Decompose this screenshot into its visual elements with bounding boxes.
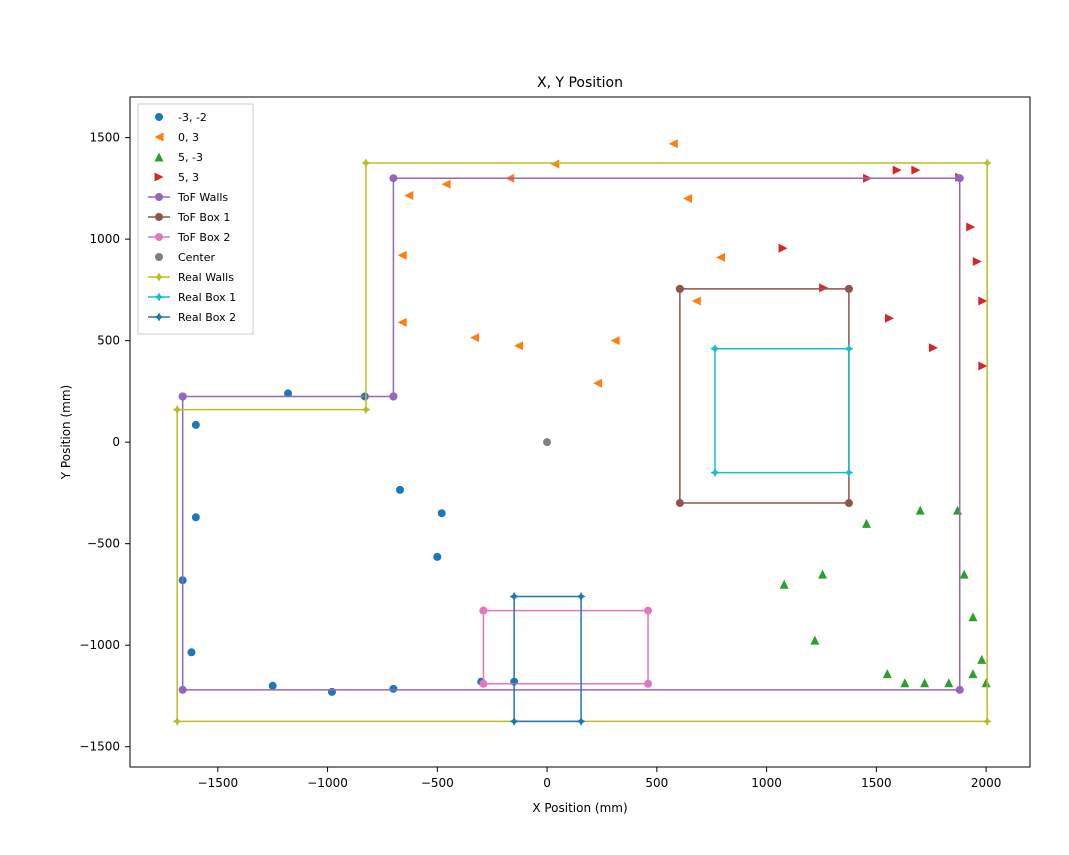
x-tick-label: 1000 [751, 776, 782, 790]
legend-label: 0, 3 [178, 131, 199, 144]
y-tick-label: −1500 [79, 740, 120, 754]
data-point [956, 686, 964, 694]
data-point [396, 486, 404, 494]
data-point [644, 680, 652, 688]
data-point [389, 174, 397, 182]
data-point [187, 648, 195, 656]
data-point [389, 685, 397, 693]
x-tick-label: −1000 [307, 776, 348, 790]
data-point [676, 499, 684, 507]
y-tick-label: −500 [87, 537, 120, 551]
xy-position-chart: −1500 −1000 −500 0 500 1000 1500 2000 −1500 −1000… [0, 0, 1069, 855]
data-point [192, 421, 200, 429]
data-point [845, 285, 853, 293]
legend-label: -3, -2 [178, 111, 207, 124]
data-point [192, 513, 200, 521]
x-tick-label: −1500 [198, 776, 239, 790]
y-tick-label: 1000 [89, 232, 120, 246]
data-point [644, 607, 652, 615]
data-point [479, 607, 487, 615]
y-axis-label: Y Position (mm) [59, 385, 73, 480]
x-axis-label: X Position (mm) [532, 801, 627, 815]
data-point [438, 509, 446, 517]
data-point [155, 253, 163, 261]
x-tick-label: 500 [645, 776, 668, 790]
y-tick-label: −1000 [79, 638, 120, 652]
legend-label: 5, -3 [178, 151, 203, 164]
legend-label: ToF Walls [177, 191, 228, 204]
series-7 [543, 438, 551, 446]
data-point [155, 193, 163, 201]
y-tick-label: 1500 [89, 131, 120, 145]
legend-label: Center [178, 251, 216, 264]
data-point [269, 682, 277, 690]
x-tick-label: 0 [543, 776, 551, 790]
data-point [479, 680, 487, 688]
legend-label: ToF Box 1 [177, 211, 230, 224]
data-point [179, 392, 187, 400]
data-point [956, 174, 964, 182]
chart-title: X, Y Position [537, 75, 623, 91]
data-point [179, 686, 187, 694]
data-point [389, 392, 397, 400]
data-point [676, 285, 684, 293]
data-point [328, 688, 336, 696]
data-point [433, 553, 441, 561]
y-tick-label: 500 [97, 334, 120, 348]
y-tick-label: 0 [112, 435, 120, 449]
legend-label: Real Box 2 [178, 311, 236, 324]
legend-label: Real Box 1 [178, 291, 236, 304]
x-tick-label: 1500 [861, 776, 892, 790]
legend: -3, -2 0, 3 5, -3 5, 3 ToF Walls ToF Box 1 ToF… [138, 104, 253, 334]
x-tick-label: −500 [421, 776, 454, 790]
data-point [155, 233, 163, 241]
legend-label: ToF Box 2 [177, 231, 230, 244]
data-point [155, 113, 163, 121]
data-point [845, 499, 853, 507]
x-tick-label: 2000 [971, 776, 1002, 790]
data-point [543, 438, 551, 446]
data-point [155, 213, 163, 221]
legend-label: Real Walls [178, 271, 234, 284]
legend-label: 5, 3 [178, 171, 199, 184]
